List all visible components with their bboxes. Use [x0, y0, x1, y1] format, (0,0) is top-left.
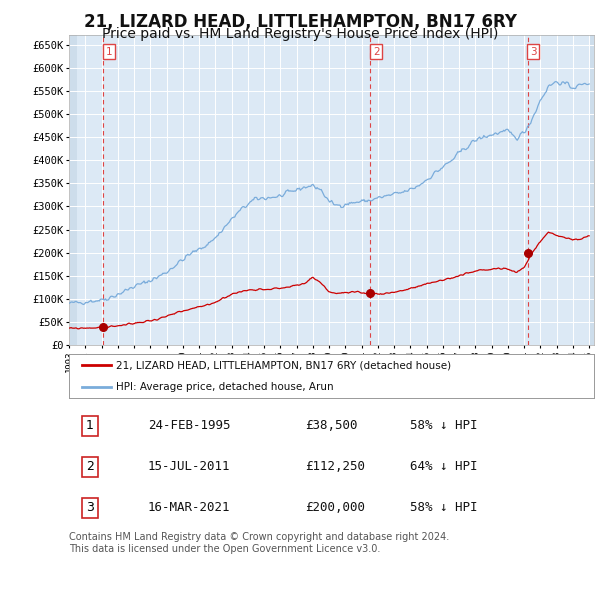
Text: Contains HM Land Registry data © Crown copyright and database right 2024.
This d: Contains HM Land Registry data © Crown c…	[69, 532, 449, 554]
Text: 3: 3	[86, 502, 94, 514]
Text: 21, LIZARD HEAD, LITTLEHAMPTON, BN17 6RY: 21, LIZARD HEAD, LITTLEHAMPTON, BN17 6RY	[83, 13, 517, 31]
Text: £112,250: £112,250	[305, 460, 365, 473]
Text: 2: 2	[373, 47, 379, 57]
Text: £200,000: £200,000	[305, 502, 365, 514]
Text: 1: 1	[86, 419, 94, 432]
Text: 15-JUL-2011: 15-JUL-2011	[148, 460, 230, 473]
Text: 2: 2	[86, 460, 94, 473]
Text: 58% ↓ HPI: 58% ↓ HPI	[410, 502, 478, 514]
Text: 58% ↓ HPI: 58% ↓ HPI	[410, 419, 478, 432]
Text: 24-FEB-1995: 24-FEB-1995	[148, 419, 230, 432]
Text: 3: 3	[530, 47, 536, 57]
Text: 64% ↓ HPI: 64% ↓ HPI	[410, 460, 478, 473]
Text: £38,500: £38,500	[305, 419, 358, 432]
Text: 16-MAR-2021: 16-MAR-2021	[148, 502, 230, 514]
Text: 21, LIZARD HEAD, LITTLEHAMPTON, BN17 6RY (detached house): 21, LIZARD HEAD, LITTLEHAMPTON, BN17 6RY…	[116, 360, 451, 370]
Text: HPI: Average price, detached house, Arun: HPI: Average price, detached house, Arun	[116, 382, 334, 392]
Text: 1: 1	[106, 47, 113, 57]
Text: Price paid vs. HM Land Registry's House Price Index (HPI): Price paid vs. HM Land Registry's House …	[102, 27, 498, 41]
